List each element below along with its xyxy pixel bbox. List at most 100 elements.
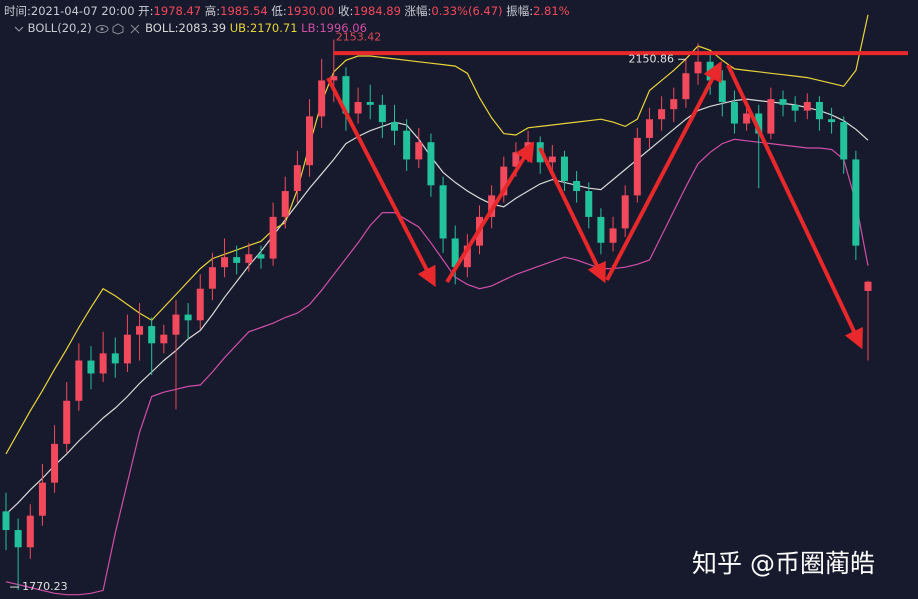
candle-body bbox=[160, 334, 168, 344]
candle-body bbox=[803, 101, 811, 111]
candle-body bbox=[293, 165, 301, 192]
candle-body bbox=[718, 80, 726, 102]
candle-body bbox=[500, 166, 508, 196]
candle-body bbox=[87, 360, 95, 374]
candle-body bbox=[658, 109, 666, 120]
label: BOLL: bbox=[145, 21, 179, 35]
candle-body bbox=[111, 353, 119, 364]
boll-band bbox=[5, 98, 869, 515]
label: 开: bbox=[138, 4, 154, 18]
label: 振幅: bbox=[506, 4, 534, 18]
boll-band bbox=[5, 14, 869, 455]
candle-body bbox=[852, 159, 860, 246]
candle-body bbox=[378, 104, 386, 123]
candle-body bbox=[257, 254, 265, 259]
candle-body bbox=[536, 142, 544, 163]
candle-body bbox=[488, 195, 496, 217]
candle-body bbox=[269, 216, 277, 259]
candle-body bbox=[233, 257, 241, 263]
candle-body bbox=[330, 76, 338, 81]
candle-body bbox=[864, 281, 872, 291]
candle-body bbox=[573, 180, 581, 192]
candle-body bbox=[743, 113, 751, 124]
candle-body bbox=[609, 228, 617, 243]
candle-body bbox=[585, 191, 593, 217]
value: 1984.89 bbox=[353, 4, 401, 18]
value: 1978.47 bbox=[153, 4, 202, 18]
candle-body bbox=[391, 122, 399, 131]
candle-body bbox=[706, 61, 714, 81]
candle-body bbox=[415, 142, 423, 160]
candle-body bbox=[123, 334, 131, 364]
candle-body bbox=[439, 185, 447, 239]
candle-body bbox=[694, 61, 702, 74]
candle-body bbox=[451, 238, 459, 268]
indicator-icons[interactable] bbox=[95, 22, 141, 35]
label: 高: bbox=[204, 4, 221, 18]
candle-body bbox=[184, 314, 192, 321]
candle-body bbox=[366, 101, 374, 105]
boll-band bbox=[5, 138, 869, 596]
candle-body bbox=[755, 113, 763, 134]
candle-body bbox=[75, 360, 83, 401]
candle-body bbox=[403, 130, 411, 160]
candle-body bbox=[26, 515, 34, 548]
candle-body bbox=[196, 288, 204, 321]
value: 2.81% bbox=[533, 4, 570, 18]
candle-body bbox=[682, 73, 690, 100]
candle-body bbox=[51, 443, 59, 483]
candle-body bbox=[828, 119, 836, 123]
label: 低: bbox=[271, 4, 287, 18]
candle-body bbox=[730, 101, 738, 124]
candle-body bbox=[136, 326, 144, 335]
candle-body bbox=[14, 530, 22, 548]
candle-body bbox=[645, 119, 653, 138]
indicator-header: BOLL(20,2) BOLL:2083.39 UB:2170.71 LB:19… bbox=[14, 21, 367, 35]
collapse-icon[interactable] bbox=[14, 24, 24, 34]
value: 2021-04-07 20:00 bbox=[30, 4, 135, 18]
candle-body bbox=[779, 99, 787, 105]
candle-body bbox=[221, 257, 229, 268]
candle-body bbox=[354, 101, 362, 114]
candle-body bbox=[38, 482, 46, 516]
candle-body bbox=[63, 400, 71, 444]
candle-body bbox=[633, 137, 641, 196]
value: 0.33%(6.47) bbox=[431, 4, 503, 18]
high-label: 2150.86 bbox=[629, 52, 675, 65]
label: LB: bbox=[301, 21, 320, 35]
watermark: 知乎 @币圈蔺皓 bbox=[692, 549, 875, 578]
candle-body bbox=[427, 142, 435, 186]
candle-body bbox=[524, 142, 532, 153]
candle-body bbox=[621, 195, 629, 229]
value: 2170.71 bbox=[249, 21, 298, 35]
candle-body bbox=[597, 216, 605, 243]
candle-body bbox=[475, 216, 483, 246]
candle-body bbox=[318, 80, 326, 117]
candle-body bbox=[208, 267, 216, 289]
candle-body bbox=[2, 511, 10, 531]
candle-body bbox=[281, 191, 289, 217]
low-label: 1770.23 bbox=[22, 580, 68, 593]
label: 时间: bbox=[4, 4, 31, 18]
candle-body bbox=[342, 76, 350, 114]
candle-body bbox=[172, 314, 180, 335]
value: 1930.00 bbox=[286, 4, 335, 18]
value: 2083.39 bbox=[178, 21, 227, 35]
candle-body bbox=[306, 116, 314, 166]
candle-body bbox=[245, 254, 253, 263]
candle-body bbox=[463, 245, 471, 268]
label: UB: bbox=[229, 21, 250, 35]
candle-body bbox=[148, 326, 156, 344]
candle-body bbox=[767, 99, 775, 134]
indicator-name: BOLL(20,2) bbox=[27, 21, 92, 35]
candle-body bbox=[512, 152, 520, 167]
value: 1985.54 bbox=[220, 4, 268, 18]
candle-body bbox=[548, 156, 556, 163]
candle-body bbox=[560, 156, 568, 181]
high-label: 2153.42 bbox=[336, 31, 382, 44]
value: 1996.06 bbox=[319, 21, 367, 35]
candle-body bbox=[670, 99, 678, 110]
candle-body bbox=[99, 353, 107, 374]
